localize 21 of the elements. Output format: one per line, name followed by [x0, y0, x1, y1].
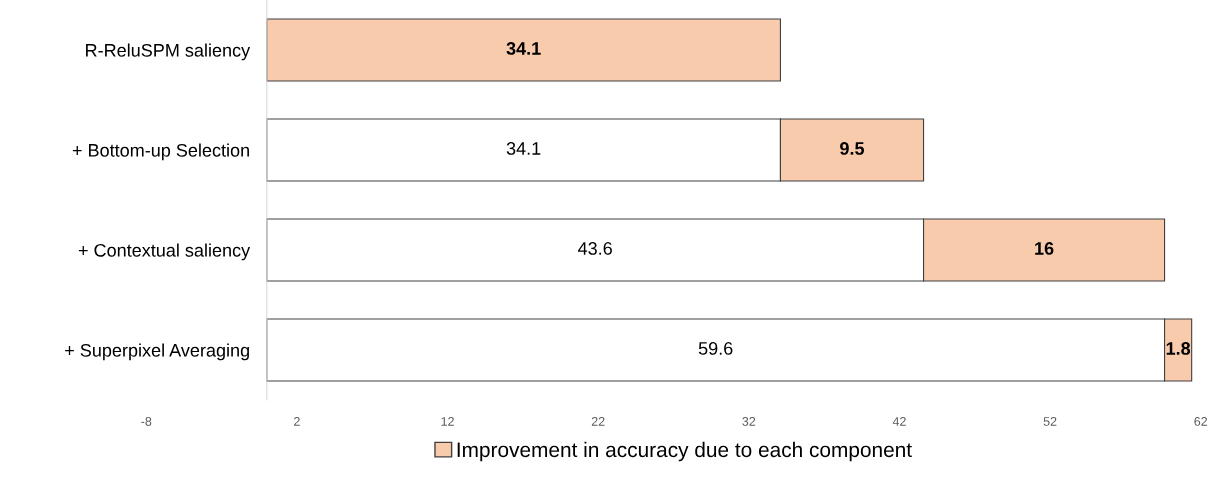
- x-tick-label: 42: [892, 417, 906, 426]
- y-tick-label: R-ReluSPM saliency: [86, 43, 251, 61]
- x-tick-label: -8: [141, 417, 152, 426]
- x-tick-label: 52: [1043, 417, 1057, 426]
- x-tick-label: 22: [591, 417, 605, 426]
- x-tick-label: 62: [1194, 417, 1208, 426]
- y-tick-label: + Superpixel Averaging: [65, 343, 249, 361]
- data-label: 59.6: [698, 342, 733, 355]
- y-tick-label: + Bottom-up Selection: [72, 143, 249, 161]
- bar: [266, 18, 782, 82]
- data-label: 1.8: [1166, 342, 1191, 355]
- y-tick-label: + Contextual saliency: [78, 243, 251, 261]
- x-tick-label: 2: [294, 417, 300, 426]
- data-label: 9.5: [840, 142, 865, 155]
- data-label: 16: [1035, 242, 1054, 255]
- legend-label: Improvement in accuracy due to each component: [457, 441, 912, 462]
- x-tick-label: 12: [441, 417, 454, 426]
- data-label: 43.6: [578, 242, 612, 255]
- data-label: 34.1: [506, 142, 541, 155]
- x-tick-label: 32: [742, 417, 756, 426]
- data-label: 34.1: [506, 42, 541, 55]
